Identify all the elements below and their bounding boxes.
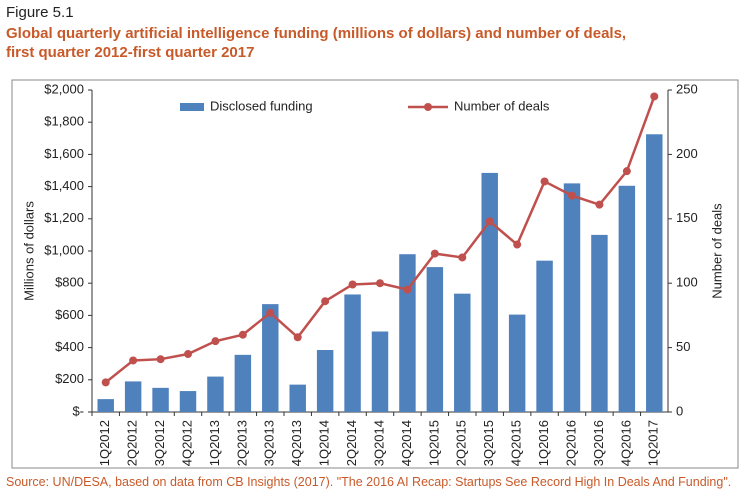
line-marker [101,378,110,387]
line-marker [430,249,439,258]
bar [646,134,663,412]
y-tick-label: $400 [55,339,84,354]
line-marker [211,337,220,346]
x-tick-label: 1Q2015 [426,420,441,466]
line-marker [540,177,549,186]
x-tick-label: 4Q2014 [399,420,414,466]
x-tick-label: 3Q2015 [481,420,496,466]
bar [371,331,389,412]
line-marker [403,285,412,294]
x-tick-label: 4Q2012 [179,420,194,466]
y2-tick-label: 100 [676,275,698,290]
line-marker [184,350,192,359]
bar [536,260,553,412]
bar [426,267,444,412]
bar [454,293,471,412]
y-tick-label: $1,200 [44,210,84,225]
line-marker [595,200,604,209]
legend-swatch [180,103,204,111]
bar [97,399,114,412]
bar [152,387,169,412]
y-tick-label: $1,600 [44,146,84,161]
y-tick-label: $1,400 [44,178,84,193]
bar [316,350,334,412]
bar [563,183,581,412]
y-tick-label: $200 [55,371,84,386]
line-marker [293,333,302,342]
y-axis-label: Millions of dollars [21,201,36,301]
line-marker [129,356,138,365]
bar [508,314,526,412]
bar [234,354,252,412]
line-marker [156,355,165,364]
x-tick-label: 1Q2016 [536,420,551,466]
line-marker [238,330,247,339]
x-tick-label: 1Q2017 [646,420,661,466]
x-tick-label: 1Q2013 [207,420,222,466]
y2-tick-label: 200 [676,146,698,161]
y2-axis-label: Number of deals [709,203,724,299]
bar [344,294,361,412]
line-marker [513,240,522,249]
y-tick-label: $- [72,403,84,418]
legend-label: Disclosed funding [210,98,313,113]
x-tick-label: 3Q2012 [152,420,167,466]
y-tick-label: $800 [55,275,84,290]
chart-title: Global quarterly artificial intelligence… [6,25,627,61]
bar [591,234,608,412]
bar [481,172,498,412]
line-marker [376,279,384,288]
legend-label: Number of deals [454,98,550,113]
x-tick-label: 1Q2012 [97,420,112,466]
line-marker [650,92,659,101]
x-tick-label: 4Q2013 [289,420,304,466]
x-tick-label: 2Q2012 [125,420,140,466]
line-marker [348,280,357,289]
figure-label: Figure 5.1 [6,4,74,21]
x-tick-label: 1Q2014 [317,420,332,466]
bar [289,384,306,412]
bar [399,254,416,412]
x-tick-label: 4Q2016 [618,420,633,466]
x-tick-label: 2Q2016 [563,420,578,466]
source-note: Source: UN/DESA, based on data from CB I… [6,475,732,489]
y-tick-label: $1,800 [44,114,84,129]
line-marker [321,297,330,306]
bar [124,381,142,412]
y2-tick-label: 250 [676,81,698,96]
bar [179,391,197,412]
line-marker [622,167,631,176]
chart-frame [11,79,739,469]
x-tick-label: 2Q2015 [454,420,469,466]
line-marker [485,217,494,226]
y2-tick-label: 150 [676,210,698,225]
y-tick-label: $1,000 [44,242,84,257]
x-tick-label: 3Q2014 [371,420,386,466]
y2-tick-label: 0 [676,403,683,418]
line-marker [266,308,275,317]
legend-marker [424,103,432,111]
chart: $- $200 $400 $600 $800 $1,000 $1,200 $1,400 $1,6… [11,79,739,469]
x-tick-label: 3Q2016 [591,420,606,466]
y-tick-label: $600 [55,307,84,322]
bar [207,376,224,412]
y2-tick-label: 50 [676,339,690,354]
line-marker [568,191,576,200]
y-tick-label: $2,000 [44,81,84,96]
x-tick-label: 4Q2015 [509,420,524,466]
x-tick-label: 2Q2014 [344,420,359,466]
bar [618,185,636,412]
x-tick-label: 3Q2013 [262,420,277,466]
x-tick-label: 2Q2013 [234,420,249,466]
line-marker [458,253,467,262]
bar [262,304,279,412]
